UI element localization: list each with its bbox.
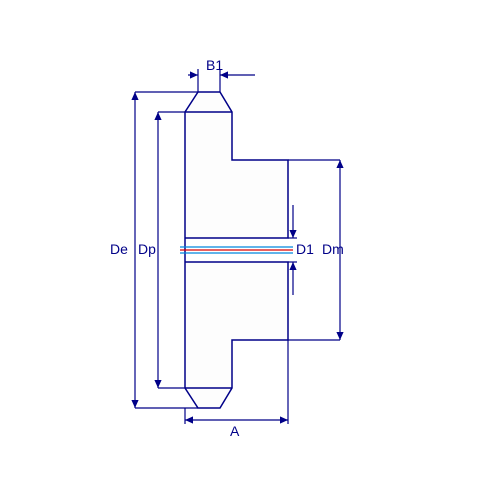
dim-label-dp: Dp [138, 241, 156, 257]
dim-label-de: De [110, 241, 128, 257]
part-lower [185, 250, 288, 408]
dim-label-d1: D1 [296, 241, 314, 257]
dim-label-b1: B1 [206, 57, 223, 73]
part-upper [185, 92, 288, 250]
dim-label-a: A [230, 423, 240, 439]
dim-label-dm: Dm [322, 241, 344, 257]
